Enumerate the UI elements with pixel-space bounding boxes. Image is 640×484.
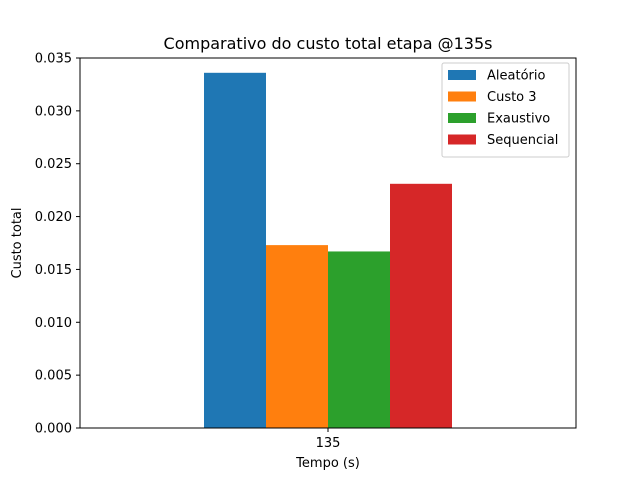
legend-frame [441,62,570,158]
legend-label: Sequencial [487,133,558,148]
legend-label: Aleatório [487,69,545,84]
y-tick-label: 0.020 [35,210,72,225]
bar-aleat-rio [204,72,266,429]
y-tick-label: 0.005 [35,369,72,384]
legend-swatch [448,134,476,145]
legend-swatch [448,113,476,123]
y-axis-label: Custo total [10,208,25,279]
bars-group [204,72,452,429]
y-tick-label: 0.035 [35,52,72,67]
y-axis: 0.000 0.005 0.010 0.015 0.020 0.025 0.030 0.035 [35,52,80,437]
chart-title: Comparativo do custo total etapa @135s [164,34,493,53]
bar-custo-3 [266,245,328,428]
legend-label: Custo 3 [487,90,537,105]
y-tick-label: 0.025 [35,157,72,172]
legend-swatch [448,91,476,102]
legend-swatch [448,70,476,80]
y-tick-label: 0.015 [35,263,72,278]
legend: Aleatório Custo 3 Exaustivo Sequencial [441,62,570,158]
x-axis-label: Tempo (s) [295,456,360,471]
bar-exaustivo [328,251,390,428]
y-tick-label: 0.010 [35,316,72,331]
x-tick-label: 135 [316,436,341,451]
y-tick-label: 0.030 [35,104,72,119]
bar-sequencial [390,183,452,428]
x-axis: 135 [316,428,341,451]
legend-label: Exaustivo [487,112,550,127]
y-tick-label: 0.000 [35,422,72,437]
